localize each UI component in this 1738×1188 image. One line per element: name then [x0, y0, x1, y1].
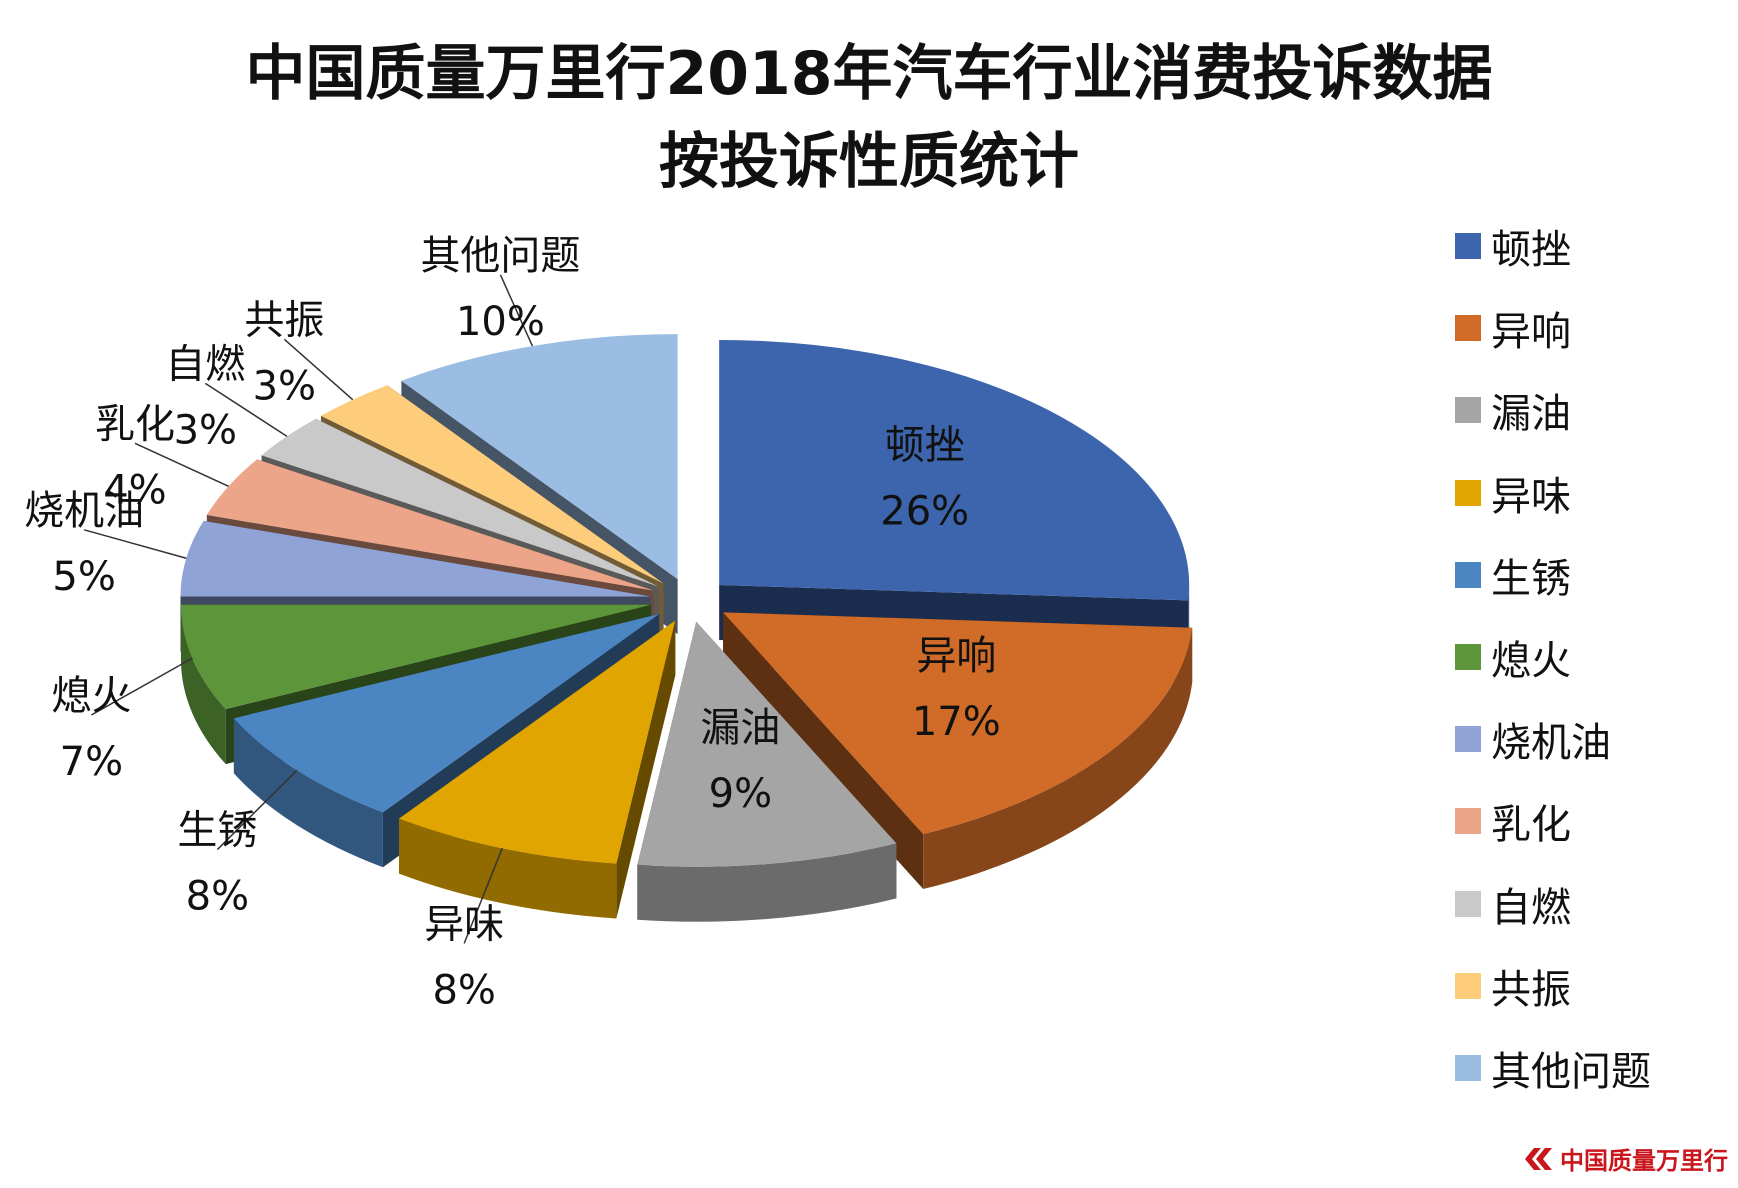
- slice-percent-label: 10%: [456, 299, 545, 345]
- slice-category-label: 漏油: [700, 705, 780, 751]
- legend-item: 乳化: [1455, 780, 1725, 862]
- leader-line: [499, 274, 534, 347]
- chart-title-line2: 按投诉性质统计: [659, 127, 1079, 197]
- slice-top: [399, 620, 676, 864]
- slice-percent-label: 26%: [880, 488, 969, 534]
- legend-swatch: [1455, 479, 1481, 506]
- legend-swatch: [1455, 808, 1481, 835]
- slice-category-label: 异响: [916, 633, 996, 679]
- slice-percent-label: 7%: [60, 739, 123, 785]
- brand-logo: 中国质量万里行: [1524, 1141, 1728, 1176]
- slice-rim: [180, 604, 226, 765]
- slice-top: [233, 614, 660, 813]
- legend-item: 异味: [1455, 452, 1725, 534]
- slice-rim: [233, 718, 383, 868]
- slice-category-label: 自燃: [165, 341, 245, 387]
- slice-top: [723, 612, 1193, 835]
- slice-category-label: 异味: [424, 901, 504, 947]
- chart-title-line1: 中国质量万里行2018年汽车行业消费投诉数据: [245, 39, 1493, 109]
- legend-label: 烧机油: [1491, 720, 1611, 767]
- slice-top: [206, 459, 654, 591]
- slice-category-label: 熄火: [51, 673, 131, 719]
- legend-item: 生锈: [1455, 534, 1725, 616]
- slice-rim: [637, 843, 897, 922]
- legend-swatch: [1455, 233, 1481, 260]
- leader-line: [134, 442, 229, 487]
- legend-swatch: [1455, 890, 1481, 917]
- legend-label: 漏油: [1491, 391, 1571, 438]
- legend: 顿挫异响漏油异味生锈熄火烧机油乳化自燃共振其他问题: [1455, 205, 1725, 1109]
- legend-item: 共振: [1455, 945, 1725, 1027]
- legend-label: 自燃: [1491, 884, 1571, 931]
- legend-swatch: [1455, 1054, 1481, 1081]
- slice-rim: [923, 627, 1193, 890]
- pie-chart: 顿挫26%异响17%漏油9%异味8%生锈8%熄火7%烧机油5%乳化4%自燃3%共…: [24, 233, 1193, 1013]
- slice-top: [261, 418, 659, 587]
- slice-percent-label: 8%: [432, 967, 495, 1013]
- slice-top: [719, 339, 1190, 601]
- pie-slice: [637, 621, 897, 922]
- legend-label: 乳化: [1491, 802, 1571, 849]
- slice-top: [320, 385, 664, 584]
- legend-label: 共振: [1491, 966, 1571, 1013]
- legend-item: 自燃: [1455, 863, 1725, 945]
- legend-label: 熄火: [1491, 638, 1571, 685]
- chart-title: 中国质量万里行2018年汽车行业消费投诉数据 按投诉性质统计: [0, 30, 1738, 206]
- leader-line: [83, 529, 187, 559]
- slice-percent-label: 3%: [174, 407, 237, 453]
- brand-logo-text: 中国质量万里行: [1560, 1146, 1728, 1175]
- leader-line: [91, 657, 193, 716]
- slice-percent-label: 5%: [52, 554, 115, 600]
- slice-top: [180, 604, 651, 710]
- slice-top: [401, 334, 678, 580]
- legend-item: 烧机油: [1455, 698, 1725, 780]
- legend-item: 异响: [1455, 287, 1725, 369]
- slice-percent-label: 17%: [912, 699, 1001, 745]
- legend-swatch: [1455, 315, 1481, 342]
- legend-swatch: [1455, 561, 1481, 588]
- legend-label: 其他问题: [1491, 1048, 1651, 1095]
- slice-category-label: 烧机油: [24, 488, 144, 534]
- legend-label: 顿挫: [1491, 227, 1571, 274]
- legend-item: 漏油: [1455, 369, 1725, 451]
- slice-top: [637, 621, 897, 867]
- slice-rim: [399, 818, 617, 919]
- slice-category-label: 共振: [244, 297, 324, 343]
- legend-swatch: [1455, 644, 1481, 671]
- legend-label: 异味: [1491, 473, 1571, 520]
- slice-percent-label: 3%: [253, 363, 316, 409]
- slice-category-label: 乳化: [95, 401, 175, 447]
- leader-line: [463, 847, 503, 944]
- pie-slice: [399, 620, 676, 919]
- legend-label: 生锈: [1491, 555, 1571, 602]
- legend-swatch: [1455, 397, 1481, 424]
- slice-category-label: 生锈: [177, 808, 257, 854]
- slice-percent-label: 8%: [186, 874, 249, 920]
- slice-side-wall: [616, 620, 676, 919]
- leader-line: [283, 338, 354, 401]
- slice-category-label: 顿挫: [885, 422, 965, 468]
- legend-item: 熄火: [1455, 616, 1725, 698]
- slice-top: [180, 520, 651, 597]
- slice-category-label: 其他问题: [420, 233, 580, 279]
- legend-swatch: [1455, 972, 1481, 999]
- leader-line: [204, 382, 288, 437]
- leader-line: [216, 769, 298, 851]
- legend-item: 其他问题: [1455, 1027, 1725, 1109]
- legend-swatch: [1455, 726, 1481, 753]
- brand-chevron-icon: [1525, 1147, 1552, 1170]
- legend-label: 异响: [1491, 309, 1571, 356]
- slice-percent-label: 9%: [709, 771, 772, 817]
- legend-item: 顿挫: [1455, 205, 1725, 287]
- slice-percent-label: 4%: [103, 467, 166, 513]
